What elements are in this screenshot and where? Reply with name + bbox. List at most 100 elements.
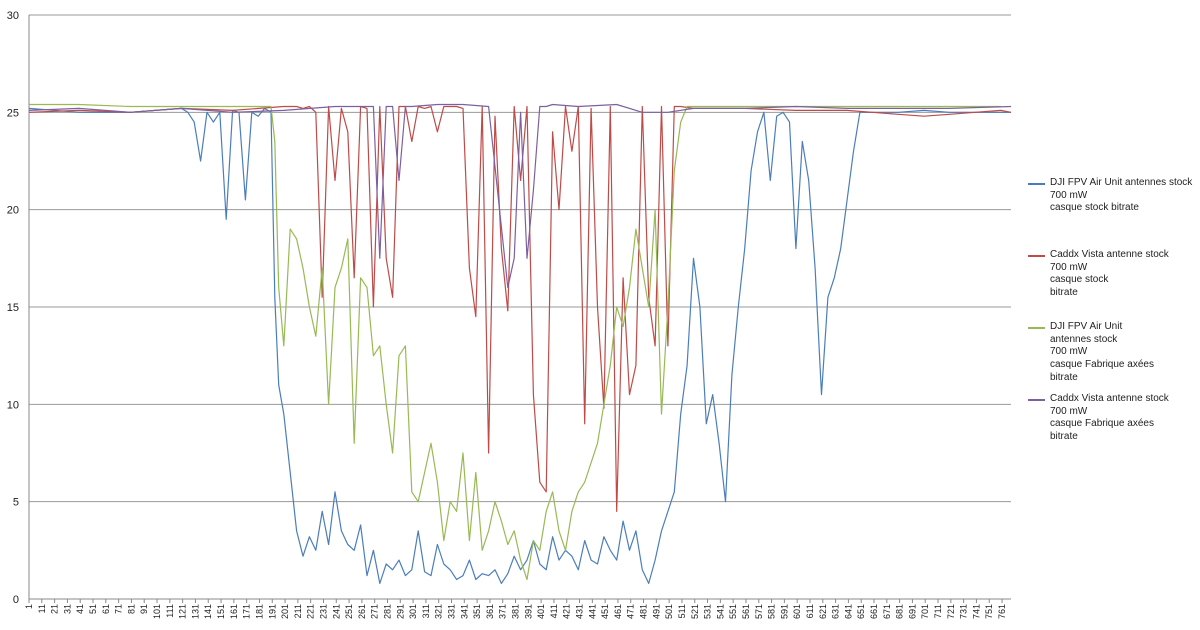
y-tick-label: 20 bbox=[7, 205, 19, 217]
x-tick-label: 731 bbox=[959, 604, 969, 619]
series-line-4 bbox=[28, 103, 1012, 289]
x-axis: 1 11 21 31 41 51 61 71 81 91 101 111 121 131 141 151 161… bbox=[24, 599, 1007, 619]
x-tick-label: 531 bbox=[703, 604, 713, 619]
legend-label: Caddx Vista antenne stock 700 mW casque … bbox=[1050, 393, 1169, 443]
x-tick-label: 461 bbox=[613, 604, 623, 619]
x-tick-label: 71 bbox=[114, 604, 124, 614]
x-tick-label: 51 bbox=[88, 604, 98, 614]
x-tick-label: 101 bbox=[152, 604, 162, 619]
x-tick-label: 81 bbox=[126, 604, 136, 614]
legend-label: DJI FPV Air Unit antennes stock 700 mW c… bbox=[1050, 321, 1154, 383]
x-tick-label: 681 bbox=[895, 604, 905, 619]
x-tick-label: 1 bbox=[24, 604, 34, 609]
x-tick-label: 611 bbox=[805, 604, 815, 618]
x-tick-label: 271 bbox=[370, 604, 380, 619]
legend-label: Caddx Vista antenne stock 700 mW casque … bbox=[1050, 249, 1169, 299]
x-tick-label: 471 bbox=[626, 604, 636, 619]
x-tick-label: 551 bbox=[728, 604, 738, 619]
x-tick-label: 621 bbox=[818, 604, 828, 619]
series-line-1 bbox=[28, 107, 1011, 585]
x-tick-label: 221 bbox=[306, 604, 316, 619]
x-tick-label: 281 bbox=[382, 604, 392, 619]
x-tick-label: 641 bbox=[843, 604, 853, 619]
x-tick-label: 311 bbox=[421, 604, 431, 618]
x-tick-label: 161 bbox=[229, 604, 239, 619]
x-tick-label: 21 bbox=[50, 604, 60, 614]
y-tick-label: 15 bbox=[7, 302, 19, 314]
x-tick-label: 651 bbox=[856, 604, 866, 619]
gridlines bbox=[29, 14, 1011, 600]
x-tick-label: 451 bbox=[600, 604, 610, 619]
x-tick-label: 351 bbox=[472, 604, 482, 619]
x-tick-label: 91 bbox=[139, 604, 149, 614]
legend-label: DJI FPV Air Unit antennes stock 700 mW c… bbox=[1050, 177, 1193, 214]
y-tick-label: 5 bbox=[13, 497, 19, 509]
x-tick-label: 751 bbox=[984, 604, 994, 619]
x-tick-label: 591 bbox=[779, 604, 789, 619]
x-tick-label: 41 bbox=[75, 604, 85, 614]
x-tick-label: 11 bbox=[37, 604, 47, 613]
series-line-2 bbox=[28, 105, 1012, 512]
x-tick-label: 761 bbox=[997, 604, 1007, 619]
x-tick-label: 61 bbox=[101, 604, 111, 614]
x-tick-label: 401 bbox=[536, 604, 546, 619]
x-tick-label: 201 bbox=[280, 604, 290, 619]
x-tick-label: 441 bbox=[587, 604, 597, 619]
legend-swatch bbox=[1028, 327, 1045, 329]
x-tick-label: 711 bbox=[933, 604, 943, 618]
x-tick-label: 541 bbox=[715, 604, 725, 619]
x-tick-label: 211 bbox=[293, 604, 303, 618]
legend-swatch bbox=[1028, 183, 1045, 185]
x-tick-label: 741 bbox=[971, 604, 981, 619]
x-tick-label: 511 bbox=[677, 604, 687, 618]
y-tick-label: 10 bbox=[7, 399, 19, 411]
y-tick-label: 30 bbox=[7, 10, 19, 22]
x-tick-label: 631 bbox=[831, 604, 841, 619]
x-tick-label: 371 bbox=[498, 604, 508, 619]
series-line-3 bbox=[29, 103, 1001, 581]
x-tick-label: 241 bbox=[331, 604, 341, 619]
x-tick-label: 721 bbox=[946, 604, 956, 619]
x-tick-label: 671 bbox=[882, 604, 892, 619]
x-tick-label: 301 bbox=[408, 604, 418, 619]
x-tick-label: 361 bbox=[485, 604, 495, 619]
legend-swatch bbox=[1028, 255, 1045, 257]
y-axis: 0 5 10 15 20 25 30 bbox=[7, 10, 30, 606]
x-tick-label: 661 bbox=[869, 604, 879, 619]
x-tick-label: 171 bbox=[242, 604, 252, 619]
x-tick-label: 601 bbox=[792, 604, 802, 619]
x-tick-label: 131 bbox=[190, 604, 200, 619]
x-tick-label: 501 bbox=[664, 604, 674, 619]
x-tick-label: 491 bbox=[651, 604, 661, 619]
legend-swatch bbox=[1028, 399, 1045, 401]
x-tick-label: 421 bbox=[562, 604, 572, 619]
x-tick-label: 151 bbox=[216, 604, 226, 619]
x-tick-label: 431 bbox=[575, 604, 585, 619]
x-tick-label: 341 bbox=[459, 604, 469, 619]
x-tick-label: 291 bbox=[395, 604, 405, 619]
x-tick-label: 321 bbox=[434, 604, 444, 619]
x-tick-label: 141 bbox=[203, 604, 213, 619]
x-tick-label: 261 bbox=[357, 604, 367, 619]
y-tick-label: 25 bbox=[7, 107, 19, 119]
y-tick-label: 0 bbox=[13, 594, 19, 606]
x-tick-label: 251 bbox=[344, 604, 354, 619]
series-lines bbox=[28, 103, 1012, 585]
x-tick-label: 111 bbox=[165, 604, 175, 618]
x-tick-label: 481 bbox=[639, 604, 649, 619]
x-tick-label: 231 bbox=[318, 604, 328, 619]
x-tick-label: 181 bbox=[254, 604, 264, 619]
x-tick-label: 31 bbox=[62, 604, 72, 614]
x-tick-label: 391 bbox=[523, 604, 533, 619]
x-tick-label: 331 bbox=[447, 604, 457, 619]
x-tick-label: 121 bbox=[178, 604, 188, 619]
x-tick-label: 581 bbox=[767, 604, 777, 619]
x-tick-label: 521 bbox=[690, 604, 700, 619]
x-tick-label: 191 bbox=[267, 604, 277, 619]
x-tick-label: 411 bbox=[549, 604, 559, 618]
x-tick-label: 561 bbox=[741, 604, 751, 619]
x-tick-label: 701 bbox=[920, 604, 930, 619]
x-tick-label: 571 bbox=[754, 604, 764, 619]
x-tick-label: 691 bbox=[907, 604, 917, 619]
